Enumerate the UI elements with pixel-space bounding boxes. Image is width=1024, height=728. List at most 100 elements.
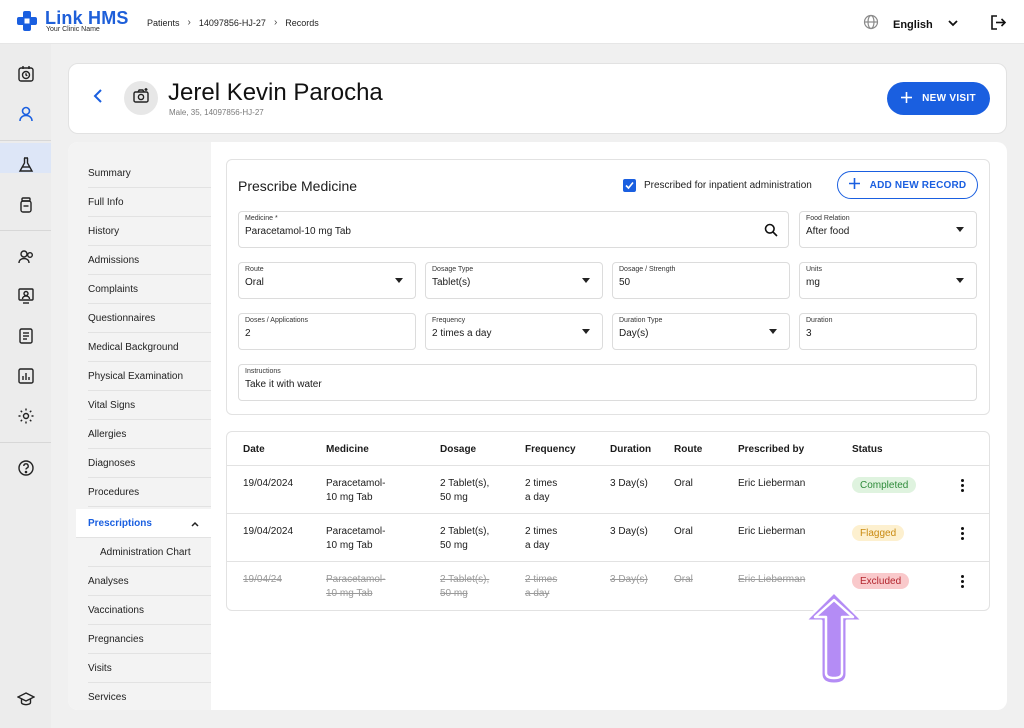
dosage-strength-field[interactable]: Dosage / Strength 50 [612, 262, 790, 299]
instructions-field[interactable]: Instructions Take it with water [238, 364, 977, 401]
sidebar-item-admissions[interactable]: Admissions [88, 246, 211, 275]
flask-icon[interactable] [15, 154, 37, 176]
cell-dosage: 2 Tablet(s), 50 mg [440, 525, 489, 553]
status-badge: Completed [852, 477, 917, 493]
help-icon[interactable] [15, 457, 37, 479]
field-value: 3 [806, 328, 812, 339]
cell-line: Paracetamol- [326, 478, 386, 489]
sidebar-item-analyses[interactable]: Analyses [88, 567, 211, 596]
more-vertical-icon[interactable] [961, 527, 964, 540]
search-icon[interactable] [764, 223, 778, 242]
chevron-right-icon: › [187, 17, 191, 28]
column-header-frequency[interactable]: Frequency [525, 444, 576, 455]
cell-medicine: Paracetamol- 10 mg Tab [326, 573, 385, 601]
checkbox-checked-icon [623, 179, 636, 192]
duration-field[interactable]: Duration 3 [799, 313, 977, 350]
sidebar-item-physical-examination[interactable]: Physical Examination [88, 362, 211, 391]
avatar[interactable] [124, 81, 158, 115]
sidebar-item-diagnoses[interactable]: Diagnoses [88, 449, 211, 478]
sidebar-item-prescriptions[interactable]: Prescriptions [76, 509, 211, 538]
status-badge: Excluded [852, 573, 910, 589]
cell-dosage: 2 Tablet(s), 50 mg [440, 477, 489, 505]
medicine-field[interactable]: Medicine * Paracetamol-10 mg Tab [238, 211, 789, 248]
food-relation-select[interactable]: Food Relation After food [799, 211, 977, 248]
logout-icon[interactable] [990, 14, 1007, 36]
sidebar-item-allergies[interactable]: Allergies [88, 420, 211, 449]
inpatient-checkbox[interactable]: Prescribed for inpatient administration [623, 179, 812, 192]
dosage-type-select[interactable]: Dosage Type Tablet(s) [425, 262, 603, 299]
top-bar: Link HMS Your Clinic Name Patients › 140… [0, 0, 1024, 44]
graduation-cap-icon[interactable] [15, 688, 37, 710]
add-new-record-button[interactable]: ADD NEW RECORD [837, 171, 978, 199]
add-photo-icon [132, 87, 150, 110]
column-header-route[interactable]: Route [674, 444, 703, 455]
sidebar-item-procedures[interactable]: Procedures [88, 478, 211, 507]
new-visit-button[interactable]: NEW VISIT [887, 82, 990, 115]
monitor-user-icon[interactable] [15, 285, 37, 307]
caret-down-icon [956, 227, 964, 232]
cell-date: 19/04/2024 [243, 478, 294, 489]
cell-frequency: 2 times a day [525, 573, 557, 601]
icon-navigation [0, 44, 51, 728]
route-select[interactable]: Route Oral [238, 262, 416, 299]
users-icon[interactable] [15, 246, 37, 268]
breadcrumb-patients[interactable]: Patients [147, 17, 180, 28]
cell-line: 2 times [525, 574, 558, 585]
cell-line: Paracetamol- [326, 574, 386, 585]
settings-icon[interactable] [15, 405, 37, 427]
caret-down-icon [769, 329, 777, 334]
cell-line: 50 mg [440, 588, 468, 599]
sidebar-item-history[interactable]: History [88, 217, 211, 246]
cell-line: a day [525, 540, 550, 551]
table-row[interactable]: 19/04/24 Paracetamol- 10 mg Tab 2 Tablet(… [227, 561, 989, 609]
language-selector[interactable]: English [863, 14, 959, 35]
cell-medicine: Paracetamol- 10 mg Tab [326, 525, 385, 553]
field-value: mg [806, 277, 820, 288]
chevron-down-icon [947, 16, 959, 34]
sidebar-item-vital-signs[interactable]: Vital Signs [88, 391, 211, 420]
column-header-duration[interactable]: Duration [610, 444, 652, 455]
sidebar-item-visits[interactable]: Visits [88, 654, 211, 683]
field-value: Tablet(s) [432, 277, 471, 288]
medicine-bottle-icon[interactable] [15, 194, 37, 216]
patient-header: Jerel Kevin Parocha Male, 35, 14097856-H… [68, 63, 1007, 134]
more-vertical-icon[interactable] [961, 575, 964, 588]
frequency-select[interactable]: Frequency 2 times a day [425, 313, 603, 350]
sidebar-item-administration-chart[interactable]: Administration Chart [88, 538, 211, 567]
field-value: 2 [245, 328, 251, 339]
more-vertical-icon[interactable] [961, 479, 964, 492]
sidebar-item-complaints[interactable]: Complaints [88, 275, 211, 304]
sidebar-item-summary[interactable]: Summary [88, 159, 211, 188]
back-arrow-icon[interactable] [91, 88, 105, 109]
calendar-clock-icon[interactable] [15, 63, 37, 85]
cell-line: a day [525, 492, 550, 503]
table-row[interactable]: 19/04/2024 Paracetamol- 10 mg Tab 2 Table… [227, 465, 989, 513]
column-header-medicine[interactable]: Medicine [326, 444, 369, 455]
column-header-dosage[interactable]: Dosage [440, 444, 477, 455]
chart-report-icon[interactable] [15, 365, 37, 387]
sidebar-item-questionnaires[interactable]: Questionnaires [88, 304, 211, 333]
table-row[interactable]: 19/04/2024 Paracetamol- 10 mg Tab 2 Table… [227, 513, 989, 561]
units-select[interactable]: Units mg [799, 262, 977, 299]
sidebar-item-pregnancies[interactable]: Pregnancies [88, 625, 211, 654]
new-visit-label: NEW VISIT [922, 93, 976, 104]
user-icon[interactable] [15, 103, 37, 125]
column-header-date[interactable]: Date [243, 444, 265, 455]
sidebar-item-full-info[interactable]: Full Info [88, 188, 211, 217]
sidebar-item-medical-background[interactable]: Medical Background [88, 333, 211, 362]
column-header-prescribed-by[interactable]: Prescribed by [738, 444, 805, 455]
cell-line: 2 times [525, 526, 558, 537]
doses-field[interactable]: Doses / Applications 2 [238, 313, 416, 350]
clipboard-list-icon[interactable] [15, 325, 37, 347]
cell-date: 19/04/2024 [243, 526, 294, 537]
field-label: Duration Type [619, 317, 663, 324]
duration-type-select[interactable]: Duration Type Day(s) [612, 313, 790, 350]
sidebar-item-services[interactable]: Services [88, 692, 127, 703]
column-header-status[interactable]: Status [852, 444, 883, 455]
nav-divider [0, 442, 51, 443]
breadcrumb-patient-id[interactable]: 14097856-HJ-27 [198, 17, 266, 28]
clinic-name: Your Clinic Name [46, 26, 100, 33]
breadcrumb-records: Records [285, 17, 319, 28]
sidebar-item-vaccinations[interactable]: Vaccinations [88, 596, 211, 625]
breadcrumb: Patients › 14097856-HJ-27 › Records [147, 17, 319, 28]
